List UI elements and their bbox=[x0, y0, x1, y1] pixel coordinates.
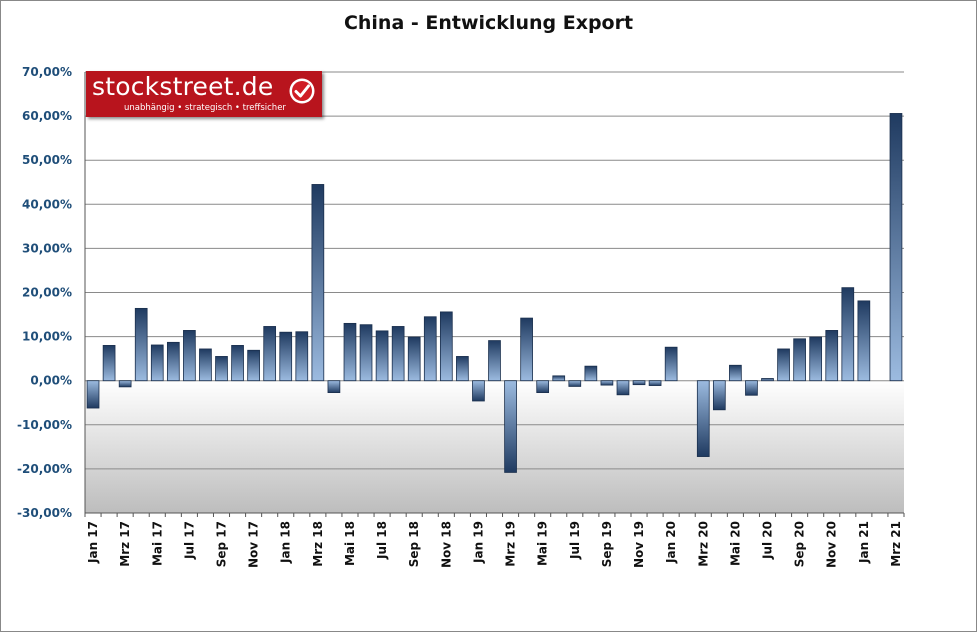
stockstreet-logo: stockstreet.de unabhängig • strategisch … bbox=[86, 71, 322, 117]
bar bbox=[584, 365, 598, 382]
x-tick-label: Jul 18 bbox=[375, 521, 389, 560]
x-tick-label: Mai 18 bbox=[343, 521, 357, 566]
bar bbox=[488, 340, 501, 382]
y-tick-label: 70,00% bbox=[22, 65, 72, 79]
y-tick-label: 30,00% bbox=[22, 241, 72, 255]
bar bbox=[825, 330, 839, 382]
chart-title: China - Entwicklung Export bbox=[343, 12, 634, 34]
x-tick-label: Sep 20 bbox=[793, 521, 807, 567]
bar bbox=[247, 349, 260, 382]
bar bbox=[279, 331, 293, 382]
bar bbox=[439, 311, 453, 382]
bar bbox=[295, 331, 309, 382]
x-tick-label: Jan 19 bbox=[471, 521, 485, 564]
x-tick-label: Mrz 19 bbox=[504, 521, 518, 567]
bar bbox=[231, 345, 244, 382]
bar bbox=[263, 326, 277, 382]
logo-tagline: unabhängig • strategisch • treffsicher bbox=[124, 103, 286, 113]
bar bbox=[520, 317, 533, 382]
x-tick-label: Nov 17 bbox=[247, 521, 261, 568]
x-tick-label: Jul 17 bbox=[182, 521, 196, 560]
y-tick-label: 50,00% bbox=[22, 153, 72, 167]
bar bbox=[343, 322, 357, 382]
x-tick-label: Mai 19 bbox=[536, 521, 550, 566]
bar bbox=[118, 380, 132, 388]
y-tick-label: -20,00% bbox=[17, 462, 72, 476]
y-tick-label: 60,00% bbox=[22, 109, 72, 123]
plot-background bbox=[85, 380, 904, 513]
bar bbox=[375, 330, 389, 382]
x-tick-label: Jan 17 bbox=[86, 521, 100, 564]
bar bbox=[391, 326, 405, 382]
bar bbox=[86, 380, 100, 409]
bar bbox=[696, 380, 710, 457]
x-tick-label: Mrz 17 bbox=[118, 521, 132, 567]
y-tick-label: 10,00% bbox=[22, 330, 72, 344]
bars bbox=[86, 113, 903, 473]
bar bbox=[472, 380, 485, 402]
bar bbox=[761, 378, 774, 382]
bar bbox=[552, 375, 566, 382]
bar bbox=[600, 380, 614, 386]
bar bbox=[841, 287, 855, 382]
bar bbox=[745, 380, 758, 396]
bar bbox=[311, 184, 325, 382]
x-tick-label: Sep 18 bbox=[407, 521, 421, 567]
bar bbox=[616, 380, 630, 396]
x-tick-label: Nov 18 bbox=[439, 521, 453, 568]
bar bbox=[359, 324, 373, 382]
bar bbox=[166, 341, 180, 382]
bar bbox=[648, 380, 662, 386]
bar bbox=[407, 336, 421, 382]
bar bbox=[150, 344, 164, 382]
x-tick-label: Mrz 20 bbox=[696, 521, 710, 567]
checkmark-icon bbox=[289, 78, 315, 104]
bar bbox=[889, 113, 903, 382]
bar bbox=[536, 380, 550, 394]
x-tick-label: Jan 18 bbox=[279, 521, 293, 564]
bar bbox=[504, 380, 517, 473]
bar bbox=[183, 330, 196, 382]
bar bbox=[102, 345, 116, 382]
x-tick-label: Mrz 21 bbox=[889, 521, 903, 567]
y-tick-label: -10,00% bbox=[17, 418, 72, 432]
bar bbox=[327, 380, 341, 394]
bar bbox=[199, 348, 212, 382]
bar bbox=[632, 380, 646, 386]
bar bbox=[215, 356, 228, 382]
bar bbox=[793, 338, 806, 382]
bar bbox=[729, 364, 742, 382]
x-tick-label: Mai 17 bbox=[150, 521, 164, 566]
bar bbox=[456, 356, 469, 382]
x-tick-label: Jan 21 bbox=[857, 521, 871, 564]
x-tick-label: Nov 20 bbox=[825, 521, 839, 568]
y-tick-label: -30,00% bbox=[17, 506, 72, 520]
bar bbox=[423, 316, 437, 382]
bar bbox=[568, 380, 582, 387]
x-tick-label: Sep 19 bbox=[600, 521, 614, 567]
x-tick-label: Mai 20 bbox=[728, 521, 742, 566]
x-tick-label: Nov 19 bbox=[632, 521, 646, 568]
x-tick-label: Sep 17 bbox=[215, 521, 229, 567]
x-tick-labels: Jan 17 Mrz 17 Mai 17 Jul 17 Sep 17 Nov 17 Jan … bbox=[86, 521, 903, 568]
x-tick-label: Jul 19 bbox=[568, 521, 582, 560]
bar bbox=[712, 380, 726, 411]
y-tick-label: 40,00% bbox=[22, 197, 72, 211]
bar bbox=[857, 300, 871, 382]
bar bbox=[809, 336, 823, 382]
axes bbox=[84, 72, 905, 517]
y-tick-label: 20,00% bbox=[22, 286, 72, 300]
bar bbox=[134, 307, 148, 382]
x-tick-label: Jul 20 bbox=[761, 521, 775, 560]
plot-negative-area bbox=[85, 380, 904, 513]
y-tick-label: 0,00% bbox=[30, 374, 72, 388]
x-tick-label: Mrz 18 bbox=[311, 521, 325, 567]
logo-name: stockstreet.de bbox=[92, 72, 274, 101]
bar bbox=[777, 348, 790, 382]
x-tick-label: Jan 20 bbox=[664, 521, 678, 564]
y-tick-labels: 70,00% 60,00% 50,00% 40,00% 30,00% 20,00% 10,0… bbox=[17, 65, 72, 520]
bar bbox=[664, 346, 678, 382]
